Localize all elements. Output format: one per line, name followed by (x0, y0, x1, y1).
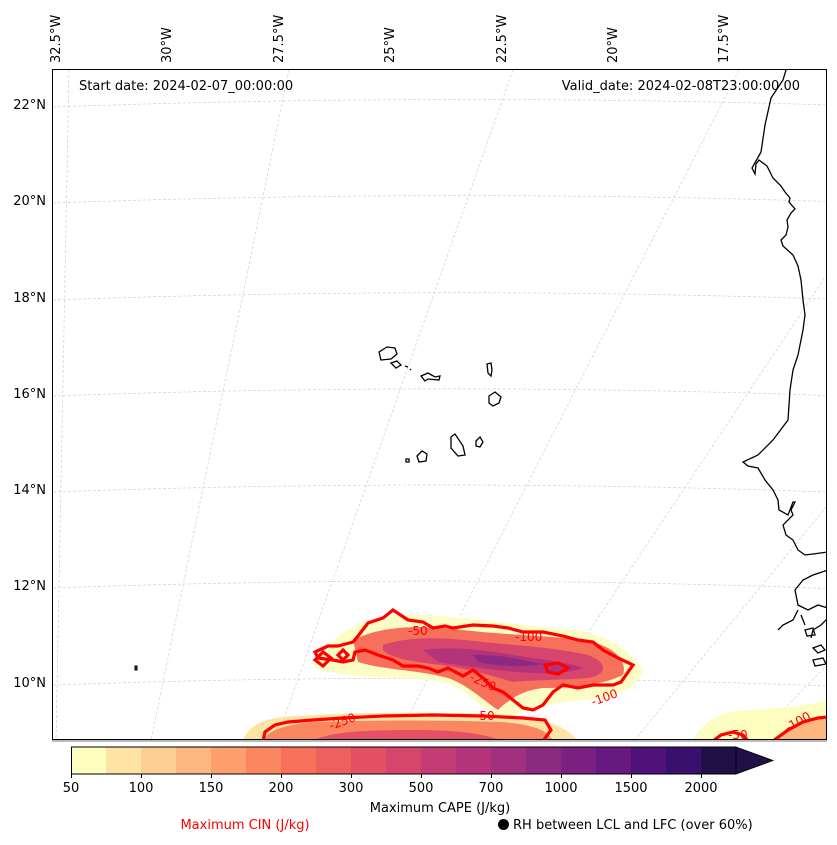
colorbar-segment (176, 747, 212, 774)
meridian-gridline (754, 665, 826, 739)
longitude-tick-label: 27.5°W (272, 14, 287, 63)
colorbar-segment (211, 747, 247, 774)
colorbar-segment (71, 747, 107, 774)
longitude-tick-label: 30°W (160, 27, 175, 63)
latitude-tick-label: 10°N (13, 676, 46, 691)
colorbar-segment (631, 747, 667, 774)
colorbar (71, 746, 811, 782)
colorbar-segment (421, 747, 457, 774)
colorbar-tick-label: 150 (198, 781, 224, 796)
colorbar-segment (456, 747, 492, 774)
cin-contour-hole (542, 661, 572, 676)
cin-contours (261, 608, 826, 739)
colorbar-tick-label: 2000 (684, 781, 718, 796)
colorbar-segment (351, 747, 387, 774)
latitude-tick-label: 20°N (13, 194, 46, 209)
meridian-gridline (635, 506, 826, 739)
colorbar-tick-label: 1500 (614, 781, 648, 796)
colorbar-tick-label: 1000 (544, 781, 578, 796)
colorbar-segment (666, 747, 702, 774)
cape-verde-islands (378, 346, 502, 463)
colorbar-segment (386, 747, 422, 774)
cin-contour-islet (335, 647, 351, 663)
meridian-gridline (55, 70, 70, 739)
latitude-tick-label: 12°N (13, 579, 46, 594)
cin-label: -100 (515, 630, 542, 644)
latitude-tick-label: 14°N (13, 483, 46, 498)
cin-contour-southeast (773, 715, 826, 739)
cin-label: -50 (728, 728, 748, 740)
cin-label: -50 (475, 709, 495, 723)
cin-legend-label: Maximum CIN (J/kg) (180, 818, 310, 833)
colorbar-tick-label: 50 (62, 781, 80, 796)
colorbar-tick-label: 500 (408, 781, 434, 796)
islet (134, 665, 138, 671)
meridian-gridline (516, 275, 826, 739)
longitude-tick-label: 20°W (606, 27, 621, 63)
rh-legend: RH between LCL and LFC (over 60%) (498, 818, 753, 833)
longitude-tick-label: 17.5°W (717, 14, 732, 63)
longitude-tick-label: 32.5°W (49, 14, 64, 63)
rh-legend-label: RH between LCL and LFC (over 60%) (513, 818, 753, 833)
colorbar-label: Maximum CAPE (J/kg) (369, 801, 511, 816)
parallel-gridline (53, 292, 826, 301)
longitude-tick-label: 22.5°W (495, 14, 510, 63)
colorbar-segment (561, 747, 597, 774)
cape-field-south (243, 712, 577, 739)
parallel-gridline (53, 484, 826, 493)
valid-date-annotation: Valid_date: 2024-02-08T23:00:00.00 (561, 79, 800, 94)
meridian-gridline (151, 70, 290, 739)
colorbar-svg (71, 746, 775, 778)
coastline-west-africa (741, 70, 826, 667)
colorbar-segment (246, 747, 282, 774)
colorbar-outline (71, 746, 736, 775)
latitude-tick-label: 22°N (13, 98, 46, 113)
colorbar-extend-arrow (735, 746, 775, 775)
gridlines (53, 70, 826, 739)
colorbar-tick-label: 300 (338, 781, 364, 796)
colorbar-tick-label: 200 (268, 781, 294, 796)
cape-field-southeast (694, 700, 826, 739)
colorbar-segment (141, 747, 177, 774)
parallel-gridline (53, 99, 826, 108)
cin-contour-islet (312, 649, 334, 669)
colorbar-segment (316, 747, 352, 774)
colorbar-segment (281, 747, 317, 774)
latitude-tick-label: 18°N (13, 291, 46, 306)
colorbar-segment (701, 747, 737, 774)
cin-contour-north (312, 608, 636, 712)
map-canvas: -50 -100 -250 -50 -100 -250 -50 -100 (53, 70, 826, 740)
separator (52, 740, 827, 742)
colorbar-segment (491, 747, 527, 774)
cin-contour-southeast (713, 730, 749, 739)
longitude-tick-label: 25°W (383, 27, 398, 63)
latitude-tick-label: 16°N (13, 387, 46, 402)
colorbar-segment (106, 747, 142, 774)
parallel-gridline (53, 580, 826, 589)
parallel-gridline (53, 388, 826, 397)
rh-marker-icon (498, 819, 509, 830)
cin-label: -50 (408, 624, 428, 638)
colorbar-tick-label: 700 (478, 781, 504, 796)
start-date-annotation: Start date: 2024-02-07_00:00:00 (79, 79, 294, 94)
meridian-gridline (276, 70, 514, 739)
parallel-gridline (53, 195, 826, 204)
colorbar-segment (596, 747, 632, 774)
colorbar-tick-label: 100 (128, 781, 154, 796)
map-panel[interactable]: -50 -100 -250 -50 -100 -250 -50 -100 (52, 69, 827, 740)
colorbar-segment (526, 747, 562, 774)
cin-contour-south (261, 713, 553, 739)
